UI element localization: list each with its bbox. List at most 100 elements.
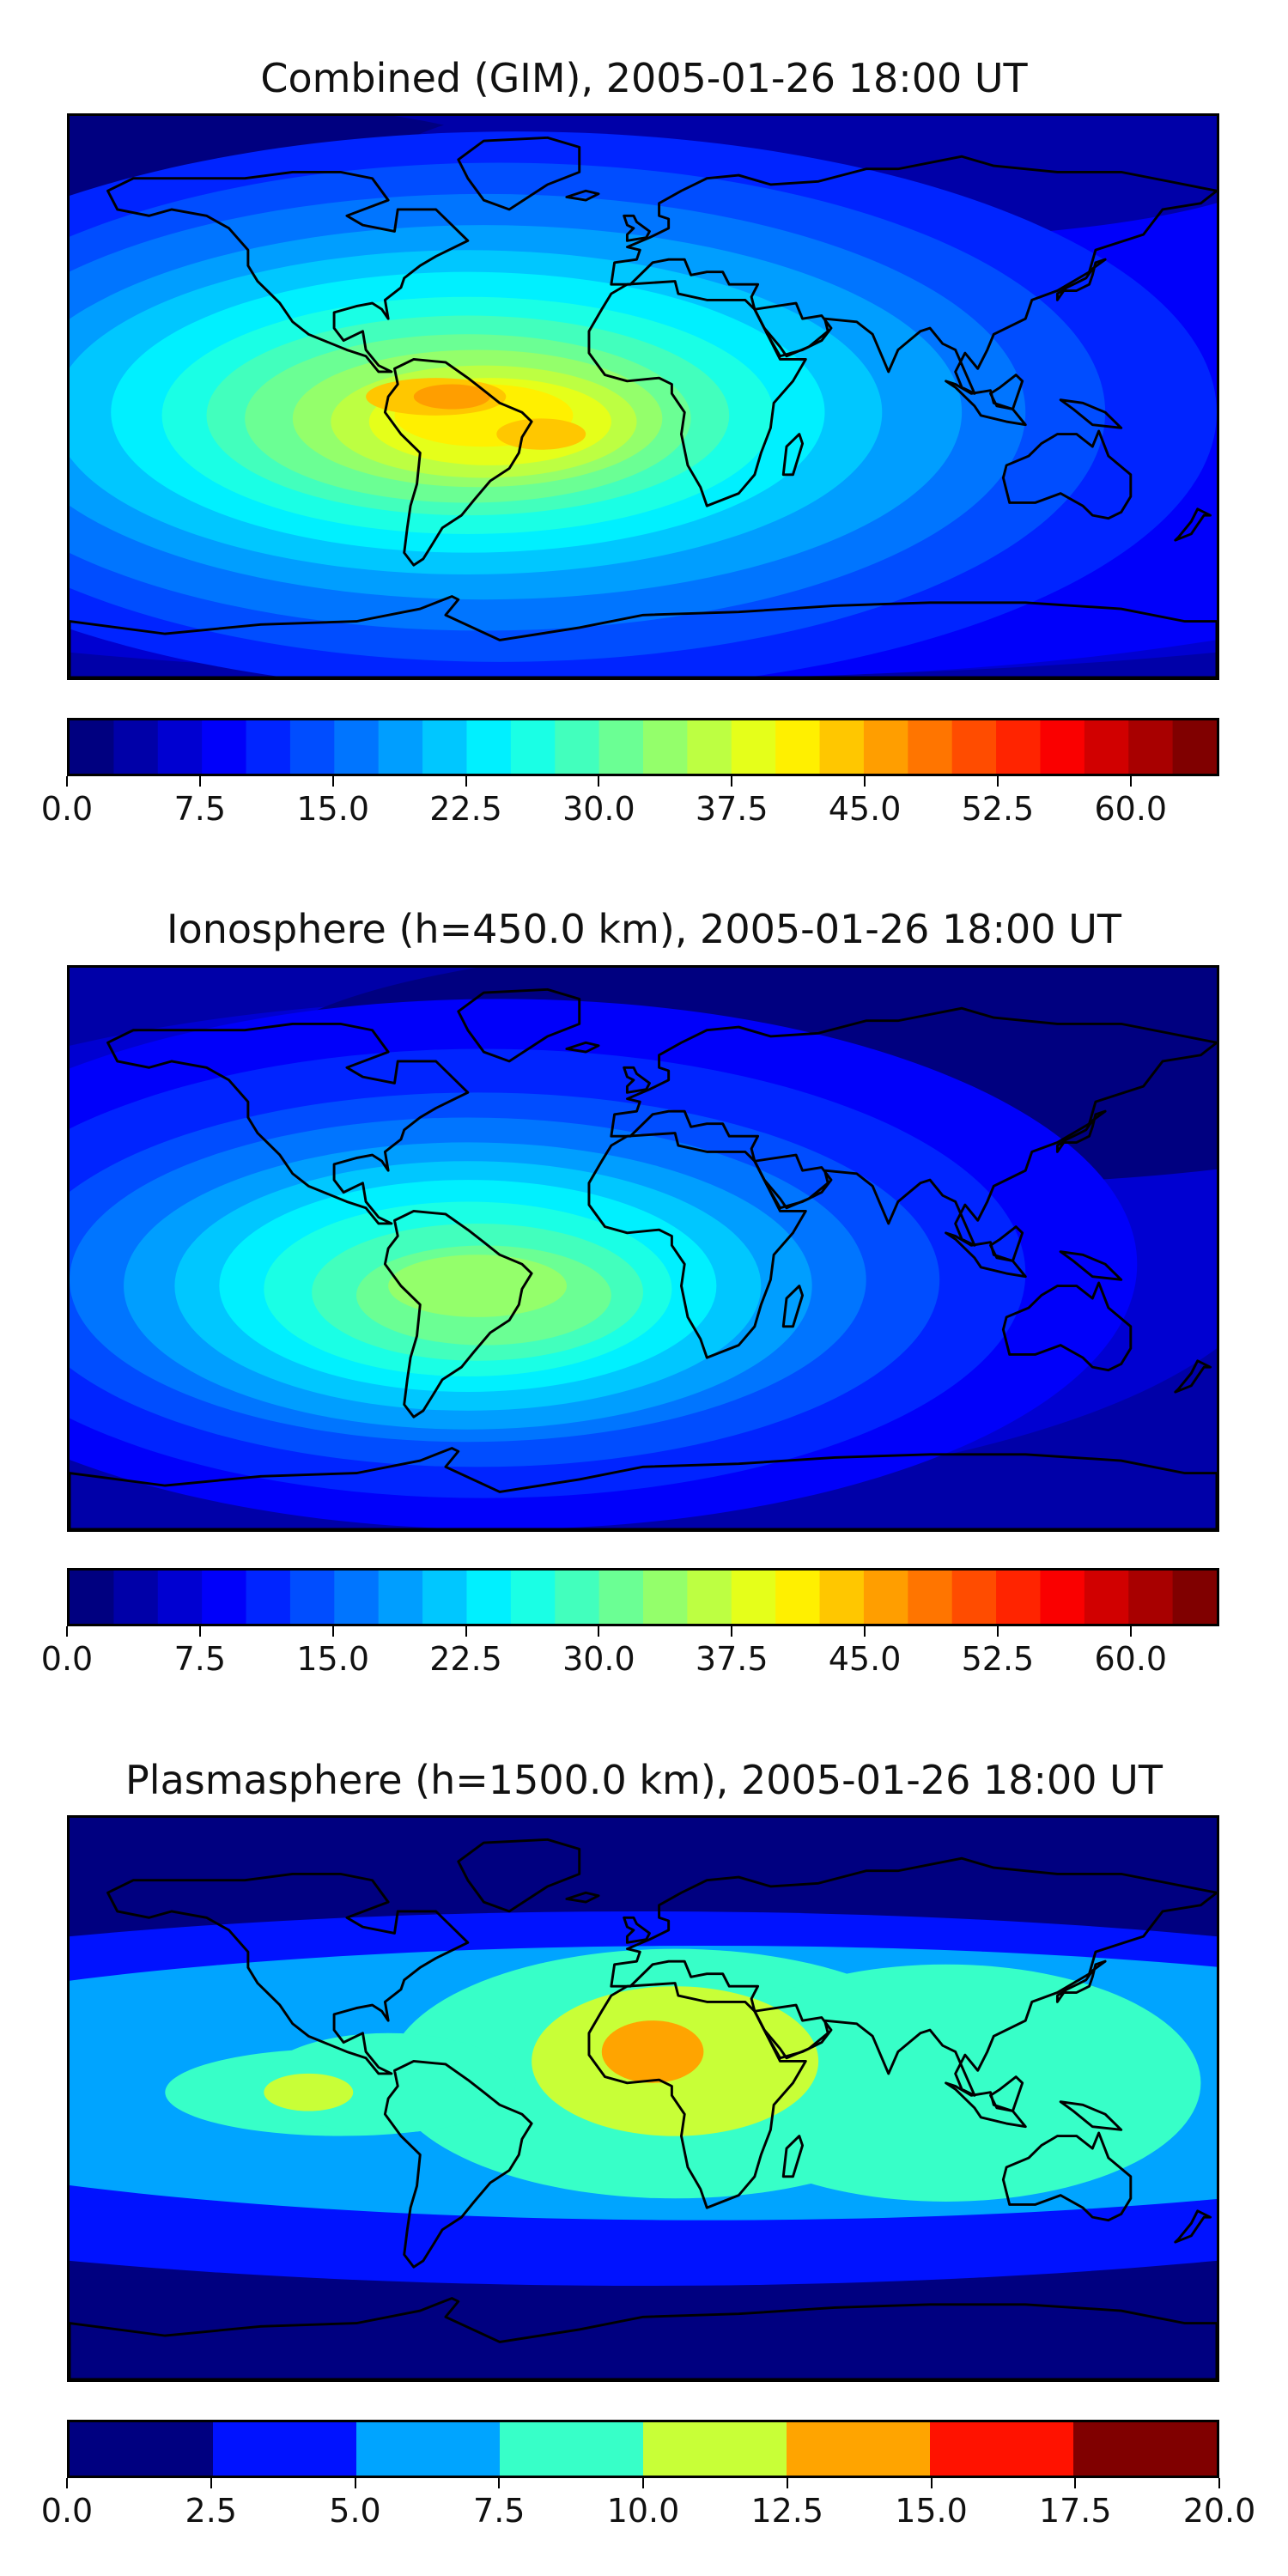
colorbar-svg bbox=[70, 2422, 1217, 2476]
colorbar-swatch bbox=[356, 2422, 501, 2476]
colorbar-swatch bbox=[289, 720, 336, 774]
colorbar-tick-label: 15.0 bbox=[895, 2492, 968, 2530]
colorbar-swatch bbox=[202, 1571, 247, 1624]
coastline-uk bbox=[623, 214, 651, 242]
colorbar-swatch bbox=[157, 1571, 203, 1624]
coastline-newZealand bbox=[1174, 507, 1212, 542]
coastline-newZealand bbox=[1174, 2209, 1212, 2244]
colorbar-swatch bbox=[1040, 1571, 1085, 1624]
colorbar-tick bbox=[465, 1626, 467, 1637]
colorbar-swatch bbox=[213, 2422, 357, 2476]
colorbar-swatch bbox=[1128, 1571, 1174, 1624]
colorbar-swatch bbox=[202, 720, 247, 774]
colorbar-tick-label: 45.0 bbox=[828, 790, 902, 828]
panel-3-title: Plasmasphere (h=1500.0 km), 2005-01-26 1… bbox=[125, 1757, 1163, 1803]
panel-1-map-svg bbox=[70, 116, 1217, 677]
colorbar-tick-label: 30.0 bbox=[562, 1640, 635, 1678]
colorbar-swatch bbox=[908, 720, 953, 774]
colorbar-swatch bbox=[510, 720, 556, 774]
colorbar-swatch bbox=[157, 720, 203, 774]
colorbar-tick bbox=[1218, 2478, 1220, 2488]
colorbar-swatch bbox=[951, 1571, 997, 1624]
colorbar-tick bbox=[465, 776, 467, 787]
colorbar-tick-label: 0.0 bbox=[40, 2492, 94, 2530]
colorbar-swatch bbox=[70, 2422, 214, 2476]
colorbar-tick-label: 52.5 bbox=[961, 1640, 1035, 1678]
coastline-borneo bbox=[989, 2075, 1024, 2112]
coastline-arabia bbox=[753, 301, 833, 358]
coastline-iceland bbox=[565, 1891, 600, 1904]
colorbar-swatch bbox=[466, 720, 512, 774]
coastlines bbox=[70, 987, 1217, 1529]
panel-3-colorbar bbox=[67, 2420, 1219, 2478]
colorbar-swatch bbox=[863, 1571, 909, 1624]
colorbar-tick-label: 7.5 bbox=[473, 2492, 526, 2530]
colorbar-swatch bbox=[1084, 720, 1130, 774]
coastline-africa bbox=[587, 1982, 807, 2209]
colorbar-tick bbox=[930, 2478, 933, 2488]
panel-2-map bbox=[67, 965, 1219, 1532]
colorbar-tick-label: 30.0 bbox=[562, 790, 635, 828]
colorbar-swatch bbox=[466, 1571, 512, 1624]
coastline-iceland bbox=[565, 189, 600, 202]
colorbar-tick bbox=[498, 2478, 501, 2488]
coastline-greenland bbox=[457, 987, 581, 1063]
colorbar-tick-label: 60.0 bbox=[1094, 790, 1168, 828]
colorbar-swatch bbox=[113, 720, 159, 774]
coastline-indonesia bbox=[945, 380, 1027, 427]
coastline-newGuinea bbox=[1059, 1250, 1123, 1281]
colorbar-tick-label: 37.5 bbox=[695, 1640, 769, 1678]
colorbar-tick bbox=[996, 776, 999, 787]
colorbar-tick-label: 7.5 bbox=[173, 1640, 227, 1678]
colorbar-swatch bbox=[930, 2422, 1074, 2476]
colorbar-tick bbox=[864, 776, 866, 787]
coastline-uk bbox=[623, 1066, 651, 1094]
panel-2-title: Ionosphere (h=450.0 km), 2005-01-26 18:0… bbox=[167, 906, 1121, 952]
colorbar-swatch bbox=[1172, 1571, 1217, 1624]
coastline-antarctica bbox=[70, 595, 1217, 677]
coastline-iceland bbox=[565, 1041, 600, 1054]
panel-2-map-svg bbox=[70, 968, 1217, 1529]
colorbar-tick bbox=[996, 1626, 999, 1637]
colorbar-swatch bbox=[643, 2422, 787, 2476]
panel-1-title: Combined (GIM), 2005-01-26 18:00 UT bbox=[260, 55, 1028, 101]
colorbar-tick bbox=[210, 2478, 212, 2488]
colorbar-swatch bbox=[70, 1571, 115, 1624]
coastline-indonesia bbox=[945, 1231, 1027, 1279]
coastline-southAmerica bbox=[383, 1210, 533, 1419]
coastline-southAmerica bbox=[383, 2060, 533, 2269]
colorbar-swatch bbox=[643, 1571, 689, 1624]
contour-band bbox=[264, 2073, 354, 2111]
colorbar-tick-label: 22.5 bbox=[429, 1640, 502, 1678]
colorbar-swatch bbox=[246, 1571, 291, 1624]
colorbar-tick bbox=[598, 1626, 600, 1637]
coastline-madagascar bbox=[781, 1285, 805, 1328]
colorbar-tick bbox=[1074, 2478, 1077, 2488]
colorbar-tick bbox=[598, 776, 600, 787]
colorbar-swatch bbox=[378, 720, 423, 774]
panel-2-colorbar bbox=[67, 1568, 1219, 1626]
colorbar-tick bbox=[198, 776, 201, 787]
coastlines bbox=[70, 1838, 1217, 2379]
colorbar-swatch bbox=[289, 1571, 336, 1624]
colorbar-swatch bbox=[555, 1571, 600, 1624]
colorbar-tick-label: 0.0 bbox=[40, 1640, 94, 1678]
colorbar-swatch bbox=[819, 720, 865, 774]
colorbar-tick bbox=[66, 1626, 68, 1637]
coastline-japan bbox=[1055, 1959, 1107, 2003]
colorbar-swatch bbox=[863, 720, 909, 774]
panel-1-map bbox=[67, 113, 1219, 680]
coastline-australia bbox=[1001, 429, 1133, 520]
colorbar-tick-label: 20.0 bbox=[1182, 2492, 1256, 2530]
colorbar-tick bbox=[66, 776, 68, 787]
colorbar-swatch bbox=[500, 2422, 644, 2476]
colorbar-swatch bbox=[687, 1571, 732, 1624]
colorbar-swatch bbox=[1172, 720, 1217, 774]
coastline-arabia bbox=[753, 1153, 833, 1210]
colorbar-swatch bbox=[787, 2422, 931, 2476]
coastline-borneo bbox=[989, 374, 1024, 410]
colorbar-tick-label: 22.5 bbox=[429, 790, 502, 828]
coastline-southAmerica bbox=[383, 358, 533, 567]
coastlines bbox=[70, 136, 1217, 677]
colorbar-swatch bbox=[908, 1571, 953, 1624]
